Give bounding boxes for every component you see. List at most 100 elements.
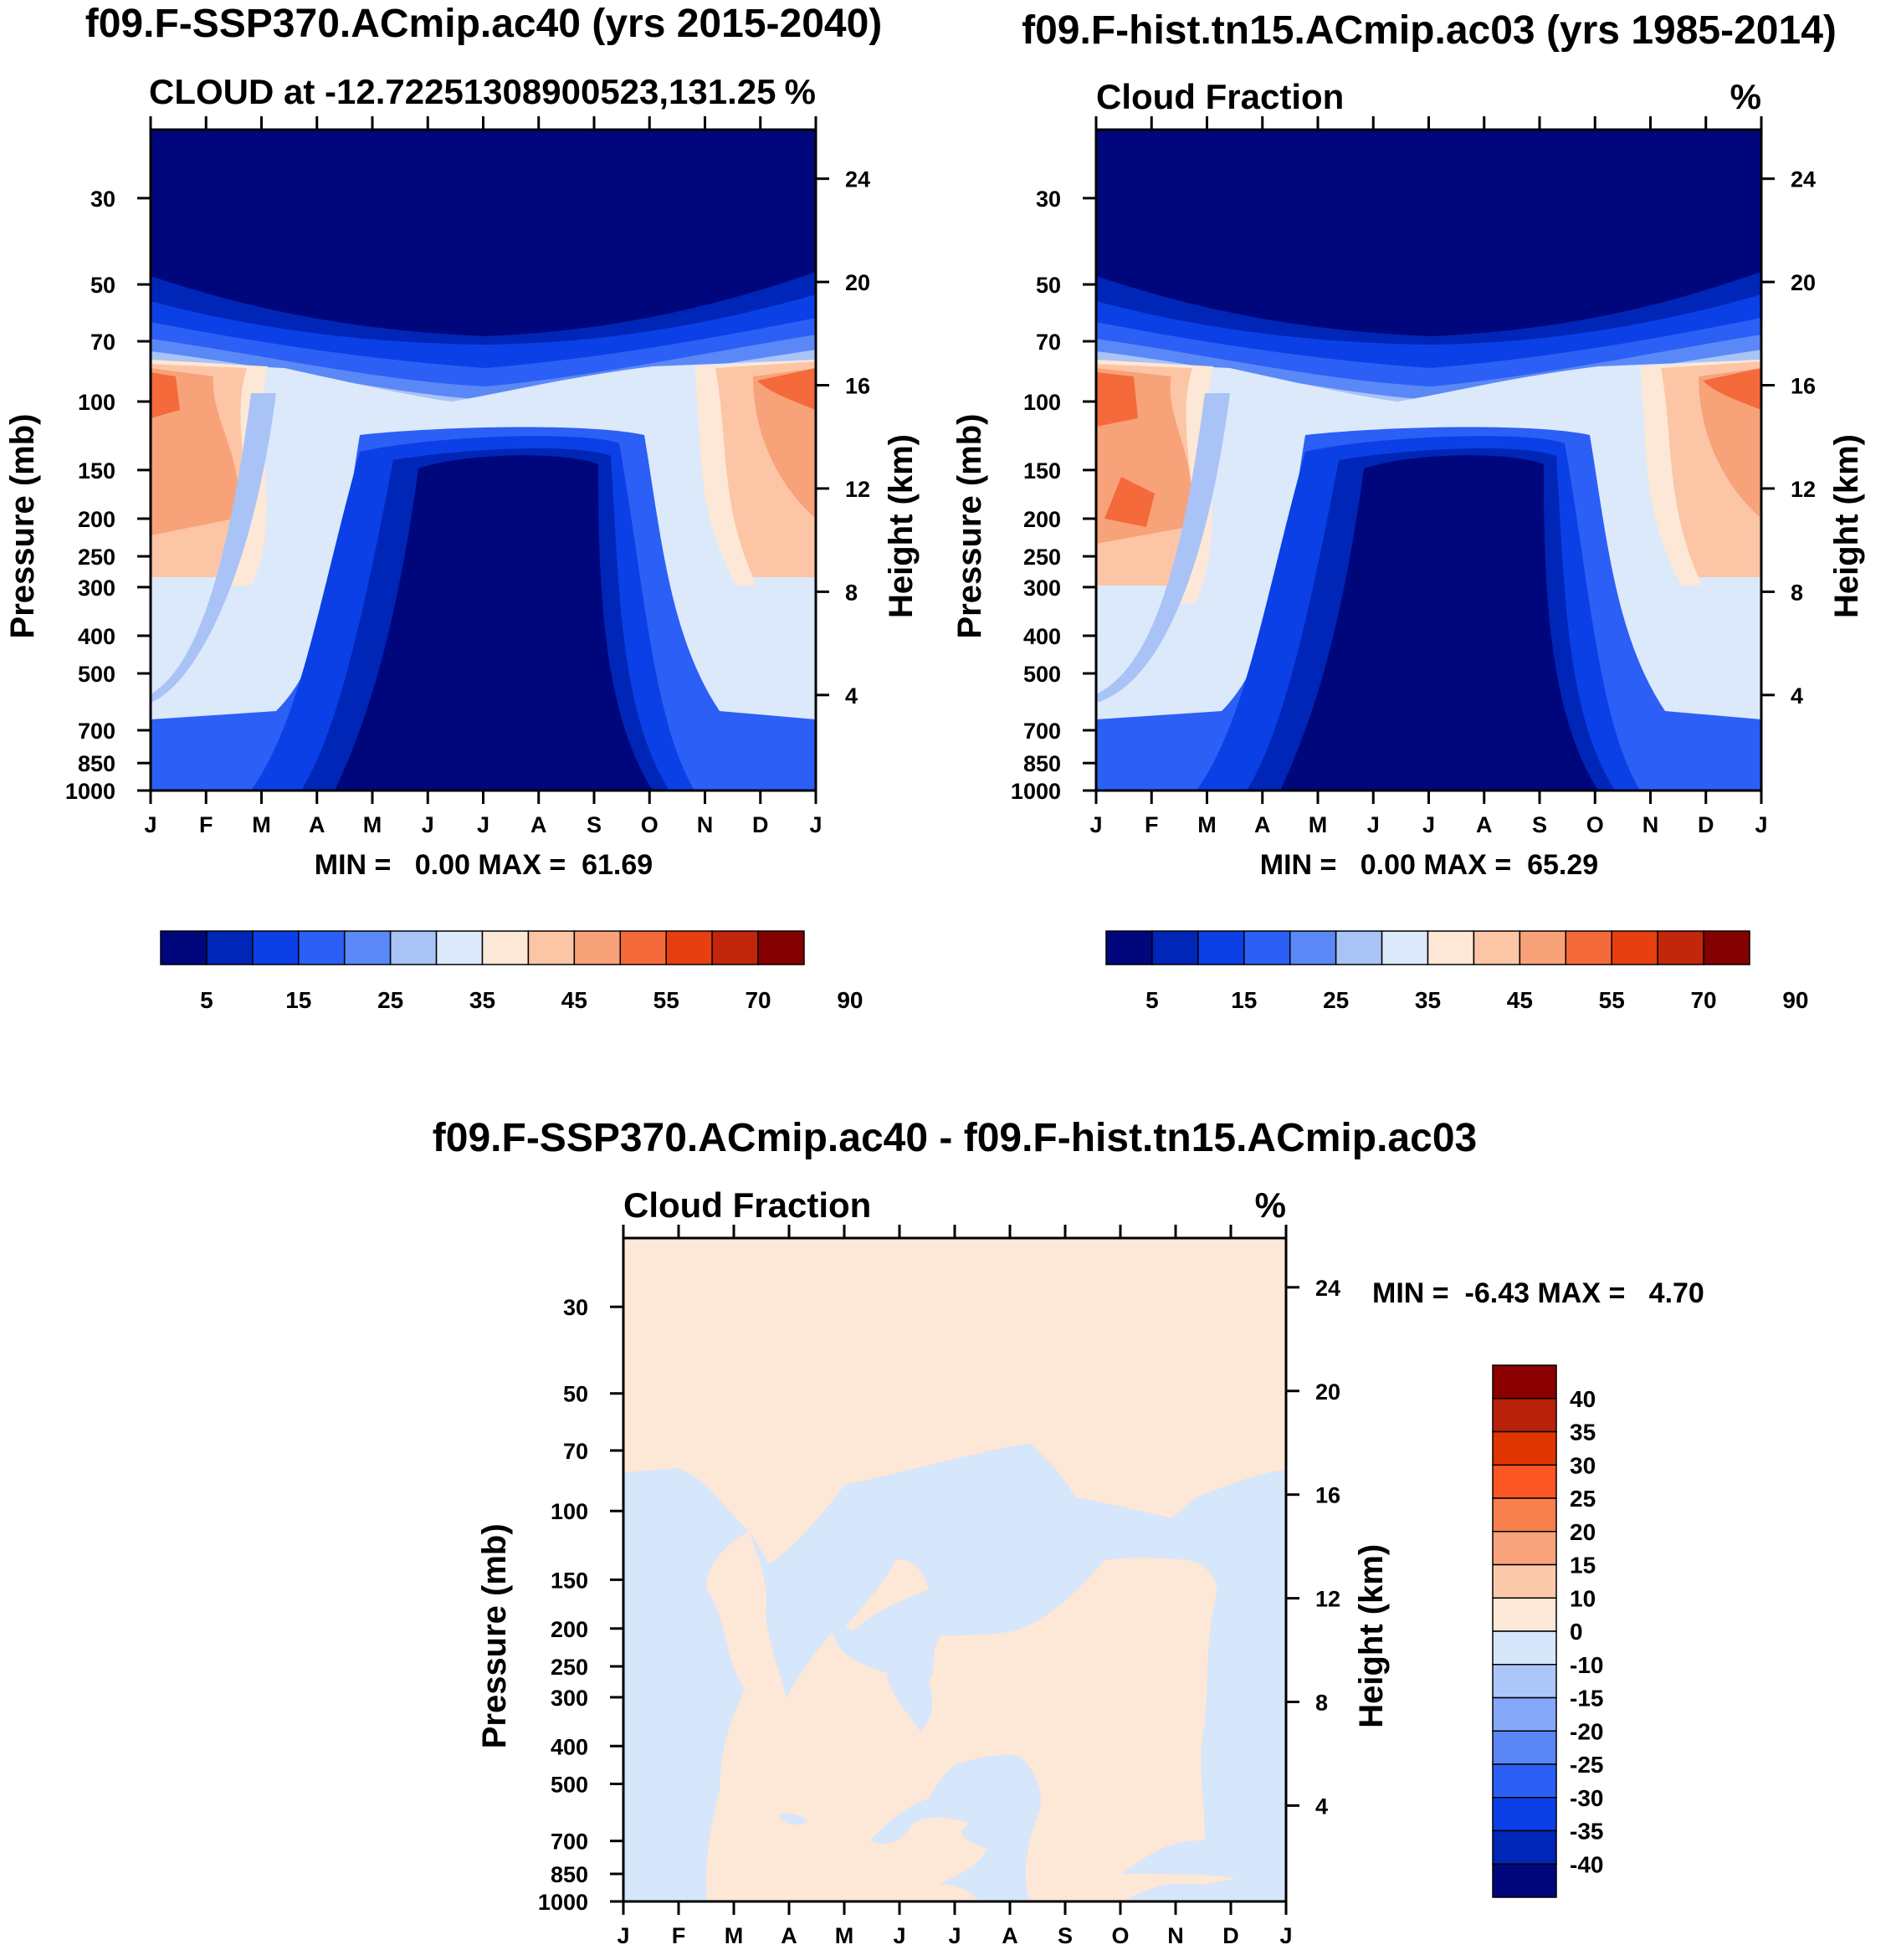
x-tick-label: O xyxy=(641,812,659,837)
y-tick-label: 500 xyxy=(551,1772,588,1797)
y-tick-label: 100 xyxy=(78,390,115,415)
colorbar-swatch xyxy=(1492,1364,1557,1400)
panel-left-label: Cloud Fraction xyxy=(623,1185,871,1225)
colorbar-swatch xyxy=(252,930,300,965)
x-tick-label: J xyxy=(809,812,822,837)
colorbar-swatch xyxy=(1473,930,1521,965)
x-tick-label: F xyxy=(199,812,213,837)
y2-axis-title: Height (km) xyxy=(883,434,920,618)
y-tick-label: 700 xyxy=(78,719,115,744)
min-max-label: MIN = -6.43 MAX = 4.70 xyxy=(1372,1277,1704,1309)
y-tick-label: 850 xyxy=(1023,751,1061,776)
y-axis-title: Pressure (mb) xyxy=(4,414,41,639)
y2-tick-label: 20 xyxy=(1791,270,1816,295)
colorbar-label: 35 xyxy=(469,987,495,1013)
colorbar-swatch xyxy=(481,930,530,965)
y2-tick-label: 8 xyxy=(1315,1690,1328,1715)
colorbar-label: 15 xyxy=(285,987,311,1013)
colorbar-swatch xyxy=(298,930,346,965)
colorbar-swatch xyxy=(1492,1497,1557,1533)
y-tick-label: 150 xyxy=(551,1568,588,1593)
colorbar-label: 35 xyxy=(1570,1420,1596,1446)
colorbar-swatch xyxy=(1492,1464,1557,1499)
colorbar-label: -40 xyxy=(1570,1851,1603,1877)
colorbar-label: 25 xyxy=(1323,987,1349,1013)
panel-title: f09.F-hist.tn15.ACmip.ac03 (yrs 1985-201… xyxy=(1022,8,1837,53)
contour-field xyxy=(151,130,816,791)
colorbar-swatch xyxy=(1492,1398,1557,1433)
colorbar-swatch xyxy=(619,930,667,965)
y-tick-label: 1000 xyxy=(1011,779,1061,804)
colorbar-label: 90 xyxy=(837,987,863,1013)
colorbar-swatch xyxy=(1492,1763,1557,1799)
y-tick-label: 30 xyxy=(563,1295,588,1320)
colorbar-label: 25 xyxy=(1570,1486,1596,1512)
colorbar-swatch xyxy=(206,930,254,965)
y2-tick-label: 24 xyxy=(1791,167,1816,192)
colorbar-swatch xyxy=(1703,930,1750,965)
colorbar-swatch xyxy=(1519,930,1567,965)
x-tick-label: J xyxy=(617,1923,629,1948)
colorbar-swatch xyxy=(1381,930,1429,965)
panel-title: f09.F-SSP370.ACmip.ac40 - f09.F-hist.tn1… xyxy=(433,1116,1477,1160)
colorbar-swatch xyxy=(1565,930,1612,965)
y-tick-label: 400 xyxy=(1023,624,1061,649)
x-tick-label: A xyxy=(309,812,325,837)
y2-tick-label: 12 xyxy=(1791,477,1816,502)
colorbar-swatch xyxy=(1105,930,1153,965)
y-tick-label: 100 xyxy=(551,1499,588,1524)
y-tick-label: 200 xyxy=(551,1617,588,1642)
y-tick-label: 500 xyxy=(1023,662,1061,687)
y-tick-label: 70 xyxy=(563,1439,588,1464)
colorbar-swatch xyxy=(160,930,208,965)
x-tick-label: J xyxy=(948,1923,961,1948)
panel-title: f09.F-SSP370.ACmip.ac40 (yrs 2015-2040) xyxy=(85,2,883,46)
colorbar-swatch xyxy=(1492,1531,1557,1566)
colorbar-swatch xyxy=(1657,930,1704,965)
y-tick-label: 100 xyxy=(1023,390,1061,415)
colorbar-label: -30 xyxy=(1570,1785,1603,1811)
x-tick-label: M xyxy=(363,812,382,837)
x-tick-label: S xyxy=(1532,812,1547,837)
x-tick-label: M xyxy=(1197,812,1217,837)
x-tick-label: A xyxy=(781,1923,797,1948)
min-max-label: MIN = 0.00 MAX = 61.69 xyxy=(315,849,653,881)
y2-tick-label: 8 xyxy=(845,580,858,605)
y-tick-label: 50 xyxy=(563,1382,588,1407)
x-tick-label: O xyxy=(1111,1923,1129,1948)
colorbar-swatch xyxy=(573,930,622,965)
y-tick-label: 400 xyxy=(78,624,115,649)
colorbar-swatch xyxy=(527,930,576,965)
y-tick-label: 1000 xyxy=(65,779,115,804)
panel-right-label: % xyxy=(1255,1185,1286,1225)
colorbar-swatch xyxy=(665,930,713,965)
x-tick-label: J xyxy=(144,812,156,837)
y-tick-label: 400 xyxy=(551,1734,588,1759)
colorbar-label: -35 xyxy=(1570,1819,1603,1845)
colorbar-label: -20 xyxy=(1570,1718,1603,1744)
panel-right-label: % xyxy=(1730,77,1761,116)
colorbar-swatch xyxy=(1427,930,1475,965)
colorbar-label: 90 xyxy=(1782,987,1808,1013)
panel-right-label: % xyxy=(785,72,816,111)
colorbar-label: 30 xyxy=(1570,1452,1596,1478)
colorbar-swatch xyxy=(1492,1563,1557,1599)
y-tick-label: 50 xyxy=(1036,273,1061,298)
x-tick-label: M xyxy=(725,1923,744,1948)
y-tick-label: 300 xyxy=(551,1686,588,1711)
y2-axis-title: Height (km) xyxy=(1828,434,1865,618)
colorbar-label: 45 xyxy=(561,987,587,1013)
y-tick-label: 250 xyxy=(1023,545,1061,570)
x-tick-label: N xyxy=(1167,1923,1184,1948)
x-tick-label: A xyxy=(530,812,547,837)
y2-tick-label: 16 xyxy=(1315,1483,1340,1508)
min-max-label: MIN = 0.00 MAX = 65.29 xyxy=(1260,849,1598,881)
y-tick-label: 70 xyxy=(1036,330,1061,355)
colorbar-swatch xyxy=(435,930,484,965)
y2-tick-label: 20 xyxy=(845,270,870,295)
x-tick-label: D xyxy=(752,812,769,837)
colorbar-label: 70 xyxy=(1690,987,1716,1013)
y2-tick-label: 8 xyxy=(1791,580,1803,605)
y-tick-label: 200 xyxy=(1023,507,1061,532)
